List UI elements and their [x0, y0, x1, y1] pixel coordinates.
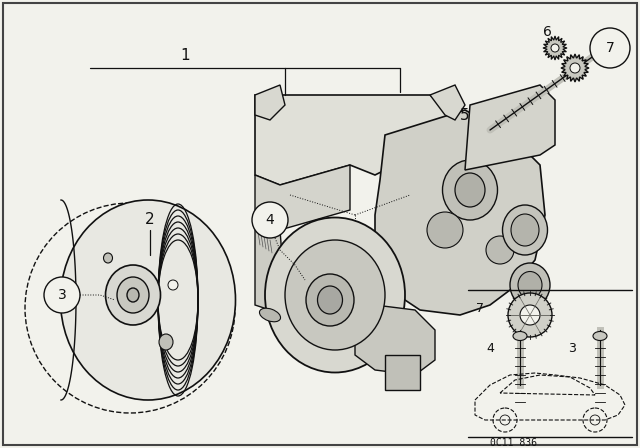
Text: 1: 1 — [180, 47, 190, 63]
Polygon shape — [255, 85, 285, 120]
Ellipse shape — [104, 253, 113, 263]
Polygon shape — [385, 355, 420, 390]
Text: 4: 4 — [266, 213, 275, 227]
Ellipse shape — [285, 240, 385, 350]
Ellipse shape — [513, 332, 527, 340]
Text: 4: 4 — [486, 341, 494, 354]
Ellipse shape — [259, 308, 280, 322]
Circle shape — [508, 293, 552, 337]
Polygon shape — [465, 85, 555, 170]
Polygon shape — [255, 165, 350, 230]
Polygon shape — [255, 220, 285, 310]
Circle shape — [168, 280, 178, 290]
Circle shape — [44, 277, 80, 313]
Ellipse shape — [518, 271, 542, 298]
Circle shape — [520, 305, 540, 325]
Circle shape — [252, 202, 288, 238]
Polygon shape — [561, 54, 589, 82]
Ellipse shape — [317, 286, 342, 314]
Ellipse shape — [593, 332, 607, 340]
Polygon shape — [255, 95, 455, 185]
Ellipse shape — [455, 173, 485, 207]
Circle shape — [486, 236, 514, 264]
Ellipse shape — [106, 265, 161, 325]
Text: 0C11 836: 0C11 836 — [490, 438, 537, 448]
Polygon shape — [430, 85, 465, 120]
Ellipse shape — [61, 200, 236, 400]
Circle shape — [25, 203, 235, 413]
Text: 3: 3 — [58, 288, 67, 302]
Ellipse shape — [306, 274, 354, 326]
Text: 3: 3 — [568, 341, 576, 354]
Circle shape — [427, 212, 463, 248]
Ellipse shape — [511, 214, 539, 246]
Ellipse shape — [502, 205, 547, 255]
Text: 2: 2 — [145, 212, 155, 228]
Ellipse shape — [265, 217, 405, 372]
Circle shape — [590, 28, 630, 68]
Ellipse shape — [510, 263, 550, 307]
Polygon shape — [375, 110, 545, 315]
Text: 7: 7 — [605, 41, 614, 55]
Ellipse shape — [117, 277, 149, 313]
Ellipse shape — [442, 160, 497, 220]
Circle shape — [551, 44, 559, 52]
Text: 6: 6 — [543, 25, 552, 39]
Ellipse shape — [159, 334, 173, 350]
Circle shape — [570, 63, 580, 73]
Polygon shape — [355, 305, 435, 375]
Ellipse shape — [127, 288, 139, 302]
Polygon shape — [543, 36, 567, 60]
Text: 5: 5 — [460, 108, 470, 122]
Text: 7: 7 — [476, 302, 484, 314]
